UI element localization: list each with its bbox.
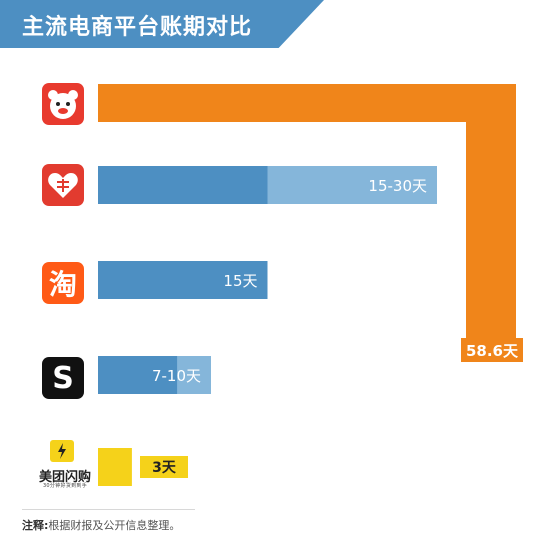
- pinduoduo-logo-icon: [42, 164, 84, 206]
- bar-jd: [98, 84, 516, 338]
- footnote-divider: [22, 509, 195, 510]
- douyin-glyph: S: [52, 360, 74, 396]
- lightning-bag-icon: [50, 440, 74, 462]
- title-banner: [0, 0, 324, 48]
- data-label-meituan: 3天: [152, 460, 177, 476]
- chart-title: 主流电商平台账期对比: [22, 15, 253, 40]
- data-label-3: 7-10天: [152, 367, 201, 385]
- bar-base-2: [98, 261, 268, 299]
- bar-base-1: [98, 166, 268, 204]
- footnote-label: 注释:: [22, 519, 49, 532]
- taobao-glyph: 淘: [48, 268, 77, 301]
- bar-meituan: [98, 448, 132, 486]
- meituan-logo: 美团闪购 30分钟好货到到手: [34, 440, 96, 492]
- meituan-name: 美团闪购: [38, 470, 91, 485]
- footnote-text: 根据财报及公开信息整理。: [48, 519, 181, 532]
- bar-base-3: [98, 356, 178, 394]
- data-label-2: 15天: [223, 272, 257, 290]
- douyin-logo-icon: S: [42, 357, 84, 399]
- data-label-1: 15-30天: [368, 177, 427, 195]
- meituan-slogan: 30分钟好货到到手: [42, 483, 88, 489]
- data-label-box-jd: [461, 338, 523, 362]
- jd-logo-icon: [42, 83, 84, 125]
- data-label-jd: 58.6天: [466, 342, 519, 360]
- taobao-logo-icon: 淘: [42, 262, 84, 304]
- footnote: 注释:根据财报及公开信息整理。: [22, 517, 180, 533]
- data-label-box-meituan: [140, 456, 188, 478]
